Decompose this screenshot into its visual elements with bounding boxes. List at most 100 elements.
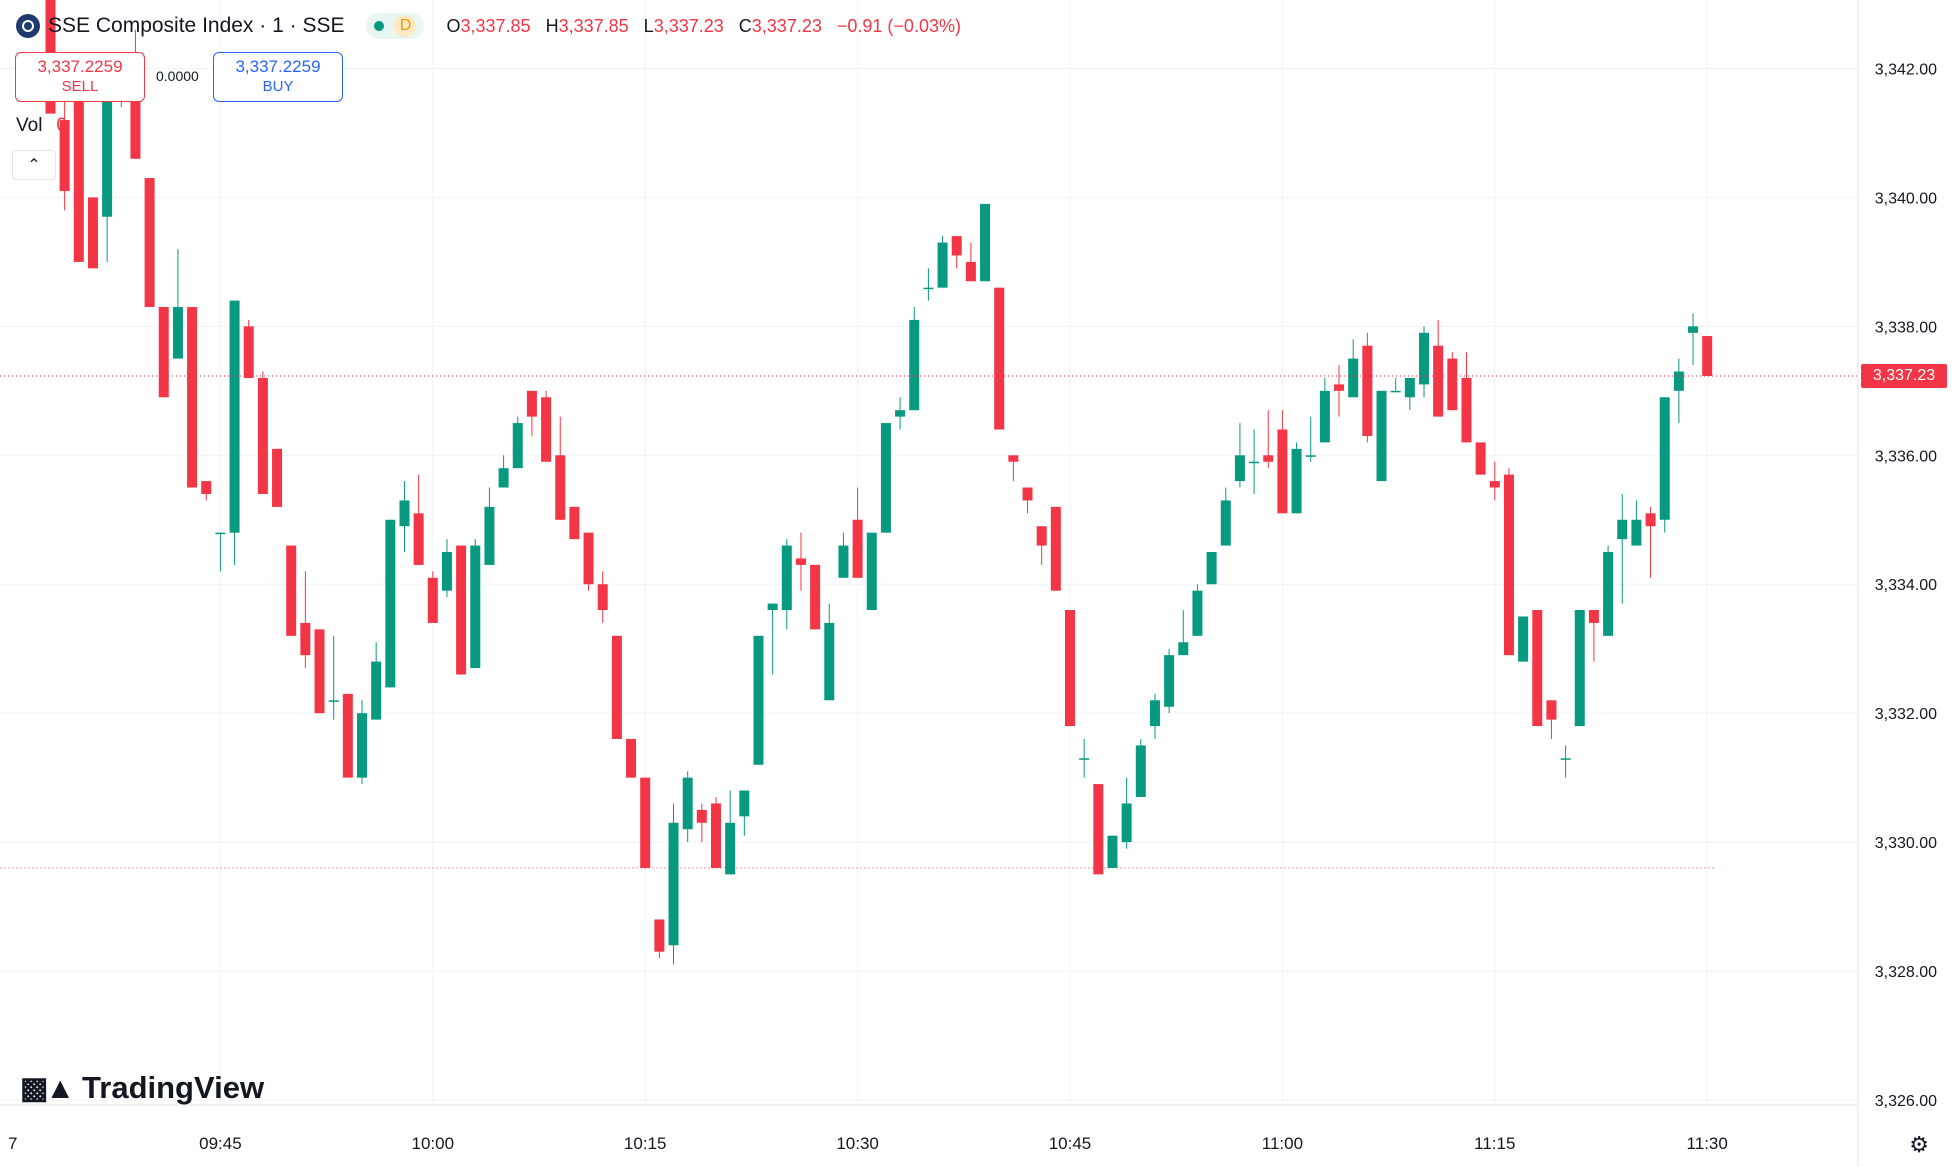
candle [597,571,608,623]
close-label: C [738,15,752,36]
candle-body [470,545,481,669]
sell-label: SELL [61,78,99,95]
volume-value: 0 [56,115,67,136]
chevron-up-icon: ⌃ [27,157,41,174]
candle-body [1164,655,1175,707]
tradingview-logo[interactable]: ▩▲ TradingView [20,1070,264,1106]
candle-body [215,532,226,535]
candle-body [1617,519,1628,540]
x-axis: 7 09:45 10:00 10:15 10:30 10:45 11:00 11:15 11:3… [8,1134,1728,1153]
y-tick-label: 3,340.00 [1875,190,1937,207]
buy-button[interactable]: 3,337.2259 BUY [213,52,343,102]
candle-body [696,809,707,823]
candle [1702,336,1713,377]
candle [555,416,566,520]
candle [1603,545,1614,636]
candle [1617,493,1628,604]
candle-body [1702,336,1713,377]
candle-body [767,603,778,611]
y-tick-label: 3,338.00 [1875,319,1937,336]
candle [1503,468,1514,656]
y-tick-label: 3,342.00 [1875,61,1937,78]
candle [795,532,806,591]
x-tick-label: 11:30 [1687,1134,1728,1153]
candle [1433,319,1444,417]
low-label: L [643,15,654,36]
candle-body [1206,552,1217,585]
candle-body [1263,455,1274,462]
candle [696,803,707,843]
candle-body [795,558,806,565]
candle [1164,648,1175,714]
candles [45,0,1713,965]
candle-body [725,822,736,875]
sell-button[interactable]: 3,337.2259 SELL [15,52,145,102]
candle [1079,738,1090,778]
candle [1220,487,1231,546]
candle-body [328,700,339,702]
candle-body [201,481,212,494]
candle [682,771,693,843]
candle [937,236,948,288]
candle [1065,610,1075,727]
candle [498,455,509,488]
candle-body [413,513,424,565]
spread-value: 0.0000 [156,68,199,84]
candle [1376,390,1387,482]
candle-body [1305,455,1316,457]
close-value: 3,337.23 [751,15,822,36]
candle [711,796,721,868]
candle-body [1036,526,1047,546]
candle-body [640,777,651,868]
candle-body [1489,481,1500,488]
candle-body [824,622,835,701]
candle-body [1065,610,1075,727]
candle-body [980,203,991,282]
candle [1305,416,1316,462]
candle [994,287,1005,430]
candle-body [144,178,155,308]
candle-body [371,661,382,720]
buy-label: BUY [262,78,294,95]
candle-body [1376,390,1387,482]
symbol-title[interactable]: SSE Composite Index · 1 · SSE [48,14,345,37]
candle [1149,693,1160,739]
candle [328,635,339,720]
candle-body [951,236,962,256]
chart-settings-icon[interactable]: ⚙ [1909,1132,1929,1157]
tradingview-wordmark: TradingView [82,1070,265,1105]
candle-body [739,790,750,817]
high-value: 3,337.85 [558,15,629,36]
candle [441,539,452,598]
candle-body [1673,371,1684,391]
candle-body [1008,455,1019,462]
candle [1135,738,1146,797]
candle [158,307,169,398]
candle [1334,365,1345,417]
candle-body [895,410,906,417]
candle-body [994,287,1005,430]
collapse-legend-button[interactable]: ⌃ [12,150,56,180]
candle-body [1419,332,1429,385]
candle [1291,442,1302,514]
candle [371,642,382,720]
x-tick-label: 7 [8,1134,17,1153]
candle-body [498,468,509,488]
candle [1093,784,1104,875]
candle-body [300,622,311,656]
candle [300,571,311,669]
candle-body [526,390,537,417]
candle-body [880,423,891,533]
candle-body [781,545,792,611]
market-status-pill[interactable]: D [366,13,425,39]
x-tick-label: 11:15 [1474,1134,1515,1153]
candle-body [583,532,594,585]
candle-body [1093,784,1104,875]
candle [781,539,792,630]
candle-body [1022,487,1033,501]
candle [668,803,679,965]
y-axis: 3,326.00 3,328.00 3,330.00 3,332.00 3,334.00… [1875,61,1937,1110]
candle-body [1659,397,1670,520]
candle [1022,487,1033,514]
